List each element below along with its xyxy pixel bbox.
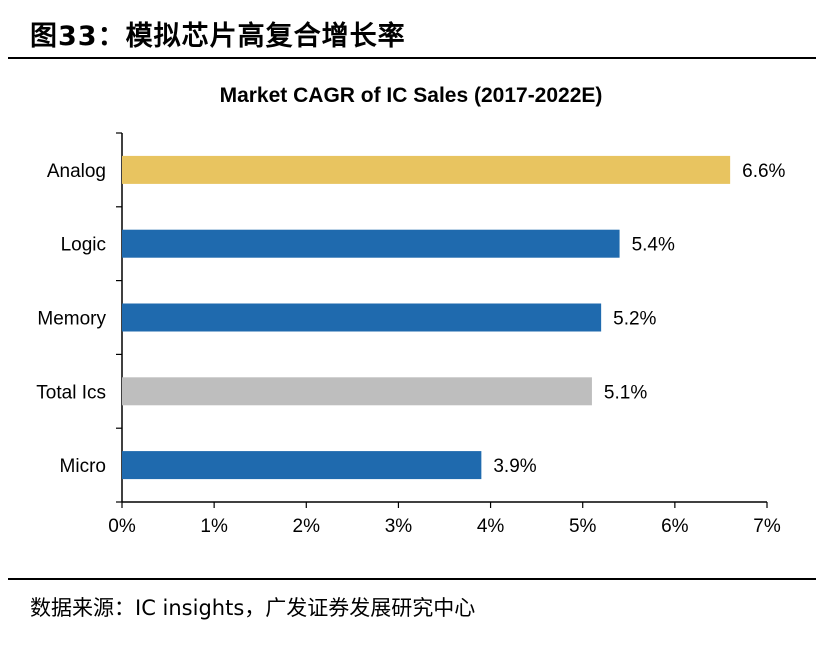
- x-tick-label: 2%: [293, 516, 321, 537]
- chart-bars: [122, 155, 731, 480]
- x-tick-label: 6%: [661, 516, 689, 537]
- chart-title: Market CAGR of IC Sales (2017-2022E): [220, 84, 603, 107]
- top-rule: [8, 57, 816, 59]
- bar-analog: [122, 155, 731, 184]
- x-tick-label: 5%: [569, 516, 597, 537]
- bottom-rule: [8, 578, 816, 580]
- value-label: 6.6%: [742, 161, 785, 182]
- category-label: Logic: [61, 235, 106, 256]
- category-label: Total Ics: [36, 382, 106, 403]
- bar-chart: Market CAGR of IC Sales (2017-2022E) 0% 1…: [36, 84, 785, 537]
- x-tick-label: 3%: [385, 516, 413, 537]
- bar-total-ics: [122, 377, 592, 406]
- value-label: 5.1%: [604, 382, 647, 403]
- x-tick-label: 1%: [200, 516, 228, 537]
- bar-logic: [122, 229, 620, 258]
- x-tick-label: 0%: [108, 516, 136, 537]
- figure-source: 数据来源：IC insights，广发证券发展研究中心: [30, 596, 476, 620]
- value-label: 5.4%: [632, 235, 675, 256]
- x-tick-label: 4%: [477, 516, 505, 537]
- category-label: Memory: [37, 309, 106, 330]
- category-label: Micro: [60, 456, 106, 477]
- category-label: Analog: [47, 161, 106, 182]
- figure-title: 图33：模拟芯片高复合增长率: [30, 21, 406, 52]
- value-label: 3.9%: [493, 456, 536, 477]
- x-tick-label: 7%: [753, 516, 781, 537]
- bar-memory: [122, 303, 602, 332]
- bar-micro: [122, 451, 482, 480]
- value-label: 5.2%: [613, 309, 656, 330]
- chart-labels: 0% 1% 2% 3% 4% 5% 6% 7% Analog 6.6% Logic 5.4% Memor…: [36, 161, 785, 537]
